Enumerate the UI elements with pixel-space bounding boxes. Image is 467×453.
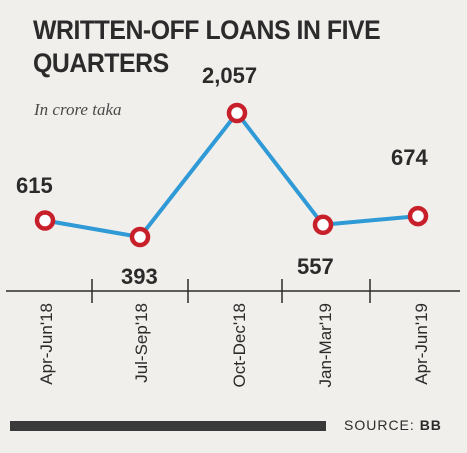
chart-title: WRITTEN-OFF LOANS IN FIVE QUARTERS (33, 15, 381, 78)
x-axis (6, 279, 460, 303)
series-line-layer (44, 111, 419, 239)
data-markers (34, 102, 429, 248)
chart-subtitle: In crore taka (34, 100, 122, 119)
x-tick-label-5: Apr-Jun'19 (412, 303, 431, 385)
x-tick-label-3: Oct-Dec'18 (230, 303, 249, 388)
series-line (44, 111, 419, 239)
data-labels: 615 393 2,057 557 674 (16, 63, 428, 289)
x-tick-label-2: Jul-Sep'18 (132, 303, 151, 383)
source-label: SOURCE: (344, 417, 415, 433)
data-label-1: 615 (16, 173, 53, 198)
footer-rule (10, 421, 326, 431)
data-label-2: 393 (121, 264, 158, 289)
data-label-4: 557 (297, 254, 334, 279)
data-point-4 (312, 214, 334, 236)
data-point-5 (407, 205, 429, 227)
data-label-5: 674 (391, 145, 428, 170)
data-point-1 (34, 210, 56, 231)
data-point-3 (226, 102, 248, 124)
x-tick-label-4: Jan-Mar'19 (316, 303, 335, 388)
source-note: SOURCE: BB (344, 417, 442, 433)
x-tick-labels: Apr-Jun'18 Jul-Sep'18 Oct-Dec'18 Jan-Mar'19… (37, 303, 431, 388)
x-tick-label-1: Apr-Jun'18 (37, 303, 56, 385)
data-label-3: 2,057 (202, 63, 257, 88)
source-value: BB (419, 417, 442, 433)
data-point-2 (129, 226, 151, 248)
